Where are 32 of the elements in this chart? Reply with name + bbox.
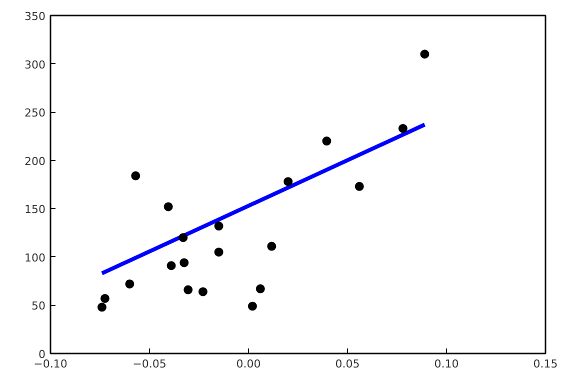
y-tick-label: 200 [24,154,46,168]
point [164,202,173,212]
point [166,261,176,270]
point [248,302,257,311]
point [267,242,276,251]
point [214,222,224,231]
x-tick-label: −0.05 [132,358,166,370]
y-tick-label: 50 [32,300,46,313]
x-tick-label: 0.05 [335,358,360,370]
x-tick-label: 0.00 [236,358,261,370]
point [100,294,110,303]
point [398,124,408,133]
y-tick-label: 150 [24,203,46,216]
point [198,287,208,296]
point [125,279,134,288]
point [354,182,364,191]
point [322,136,332,146]
point [97,302,106,312]
point [256,284,265,294]
point [178,233,188,242]
point [184,285,193,294]
y-tick-label: 250 [24,106,46,120]
y-tick-label: 350 [24,10,46,23]
y-tick-label: 100 [24,251,46,264]
point [180,258,189,268]
point [284,177,293,186]
y-tick-label: 300 [24,58,46,72]
x-tick-label: 0.15 [533,358,558,370]
x-tick-label: 0.10 [434,358,459,370]
point [214,248,224,257]
point [131,171,140,180]
point [420,50,430,59]
